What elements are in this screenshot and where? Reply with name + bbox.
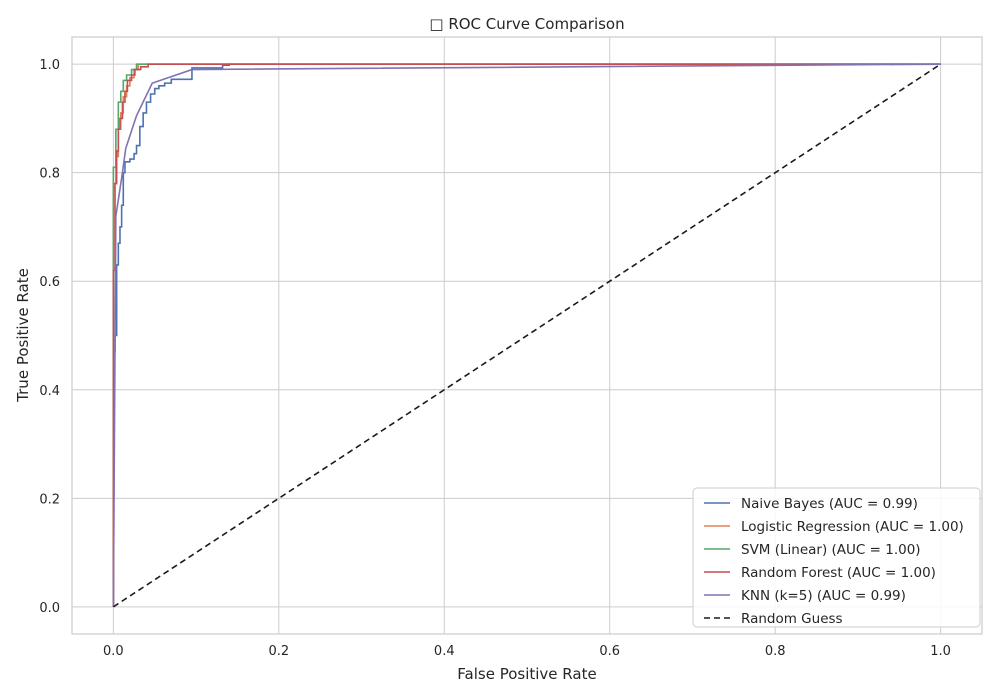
y-axis-title: True Positive Rate: [14, 268, 32, 403]
x-tick-label: 0.0: [103, 644, 124, 659]
legend: Naive Bayes (AUC = 0.99) Logistic Regress…: [692, 487, 981, 628]
x-tick-label: 1.0: [930, 644, 951, 659]
series-line-2: [112, 63, 941, 607]
legend-label-1: Logistic Regression (AUC = 1.00): [741, 519, 964, 535]
x-tick-label: 0.4: [434, 644, 455, 659]
legend-label-5: Random Guess: [741, 611, 843, 627]
plot-area: 0.0 0.2 0.4 0.6 0.8 1.0 0.0 0.2 0.4 0.6 0.8 1.0: [39, 36, 983, 659]
series-line-4: [112, 63, 941, 607]
y-tick-label: 1.0: [39, 58, 60, 73]
y-tick-label: 0.2: [39, 492, 60, 507]
series-line-5: [112, 63, 942, 608]
y-tick-label: 0.6: [39, 275, 60, 290]
x-tick-label: 0.2: [268, 644, 289, 659]
x-axis-title: False Positive Rate: [457, 665, 596, 683]
chart-title: □ ROC Curve Comparison: [429, 15, 624, 33]
legend-label-0: Naive Bayes (AUC = 0.99): [741, 496, 918, 512]
legend-label-4: KNN (k=5) (AUC = 0.99): [741, 588, 906, 604]
series-line-3: [112, 63, 941, 607]
x-tick-label: 0.6: [599, 644, 620, 659]
y-tick-label: 0.4: [39, 384, 60, 399]
plot-frame: [71, 36, 983, 635]
y-tick-label: 0.0: [39, 601, 60, 616]
legend-label-2: SVM (Linear) (AUC = 1.00): [741, 542, 921, 558]
y-tick-label: 0.8: [39, 167, 60, 182]
series-line-0: [112, 63, 941, 607]
legend-label-3: Random Forest (AUC = 1.00): [741, 565, 936, 581]
legend-frame: [692, 487, 981, 628]
x-tick-label: 0.8: [765, 644, 786, 659]
